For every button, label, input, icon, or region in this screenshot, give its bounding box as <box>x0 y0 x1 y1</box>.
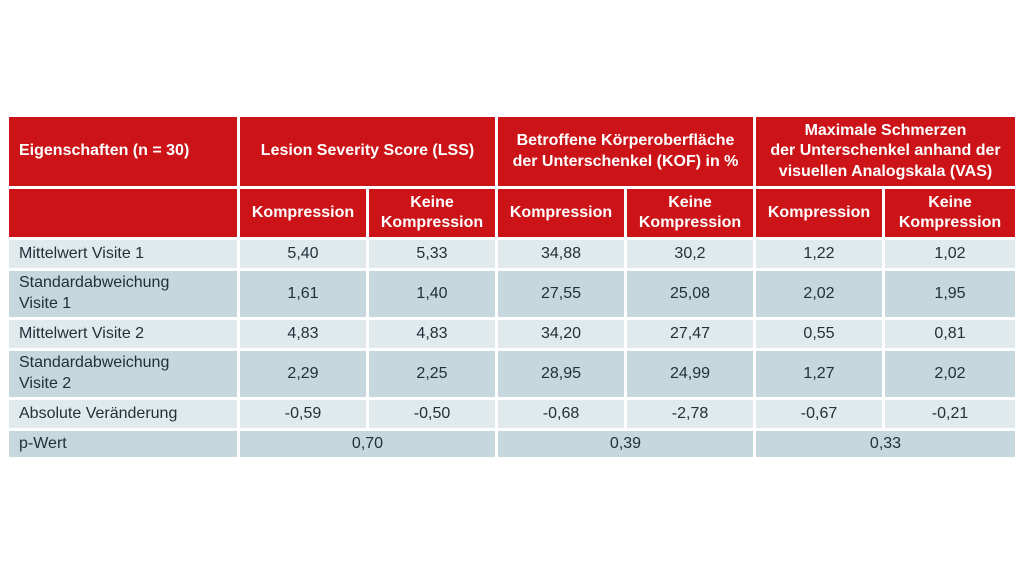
sub-header-kof-kompression: Kompression <box>498 189 624 237</box>
data-cell: -0,50 <box>369 400 495 428</box>
table-row-mittelwert-visite-1: Mittelwert Visite 1 5,40 5,33 34,88 30,2… <box>9 240 1015 268</box>
row-label: p-Wert <box>9 431 237 457</box>
sub-header-spacer <box>9 189 237 237</box>
sub-header-vas-keine-kompression: Keine Kompression <box>885 189 1015 237</box>
data-cell: 25,08 <box>627 271 753 317</box>
sub-header-lss-kompression: Kompression <box>240 189 366 237</box>
row-label: Standardabweichung Visite 1 <box>9 271 237 317</box>
sub-header-row: Kompression Keine Kompression Kompressio… <box>9 189 1015 237</box>
sub-header-kof-keine-kompression: Keine Kompression <box>627 189 753 237</box>
results-table-container: Eigenschaften (n = 30) Lesion Severity S… <box>6 114 1018 460</box>
table-row-p-wert: p-Wert 0,70 0,39 0,33 <box>9 431 1015 457</box>
data-cell: 28,95 <box>498 351 624 397</box>
group-header-lss: Lesion Severity Score (LSS) <box>240 117 495 186</box>
data-cell: 1,02 <box>885 240 1015 268</box>
data-cell: -2,78 <box>627 400 753 428</box>
data-cell: 0,55 <box>756 320 882 348</box>
data-cell: 2,25 <box>369 351 495 397</box>
p-wert-cell-vas: 0,33 <box>756 431 1015 457</box>
data-cell: 1,22 <box>756 240 882 268</box>
p-wert-cell-kof: 0,39 <box>498 431 753 457</box>
sub-header-vas-kompression: Kompression <box>756 189 882 237</box>
data-cell: -0,59 <box>240 400 366 428</box>
data-cell: 34,20 <box>498 320 624 348</box>
row-label: Absolute Veränderung <box>9 400 237 428</box>
row-label: Mittelwert Visite 2 <box>9 320 237 348</box>
data-cell: 30,2 <box>627 240 753 268</box>
data-cell: 2,29 <box>240 351 366 397</box>
data-cell: 5,40 <box>240 240 366 268</box>
data-cell: 1,27 <box>756 351 882 397</box>
data-cell: 2,02 <box>885 351 1015 397</box>
data-cell: 5,33 <box>369 240 495 268</box>
data-cell: 27,47 <box>627 320 753 348</box>
data-cell: 0,81 <box>885 320 1015 348</box>
table-row-standardabweichung-visite-1: Standardabweichung Visite 1 1,61 1,40 27… <box>9 271 1015 317</box>
group-header-row: Eigenschaften (n = 30) Lesion Severity S… <box>9 117 1015 186</box>
row-label: Mittelwert Visite 1 <box>9 240 237 268</box>
data-cell: 1,95 <box>885 271 1015 317</box>
row-label: Standardabweichung Visite 2 <box>9 351 237 397</box>
data-cell: -0,67 <box>756 400 882 428</box>
data-cell: 2,02 <box>756 271 882 317</box>
results-table: Eigenschaften (n = 30) Lesion Severity S… <box>6 114 1018 460</box>
data-cell: 4,83 <box>369 320 495 348</box>
sub-header-lss-keine-kompression: Keine Kompression <box>369 189 495 237</box>
table-row-absolute-veraenderung: Absolute Veränderung -0,59 -0,50 -0,68 -… <box>9 400 1015 428</box>
data-cell: 27,55 <box>498 271 624 317</box>
data-cell: -0,21 <box>885 400 1015 428</box>
data-cell: 1,40 <box>369 271 495 317</box>
data-cell: 34,88 <box>498 240 624 268</box>
p-wert-cell-lss: 0,70 <box>240 431 495 457</box>
data-cell: 4,83 <box>240 320 366 348</box>
data-cell: 24,99 <box>627 351 753 397</box>
table-row-mittelwert-visite-2: Mittelwert Visite 2 4,83 4,83 34,20 27,4… <box>9 320 1015 348</box>
group-header-kof: Betroffene Körperoberfläche der Untersch… <box>498 117 753 186</box>
data-cell: 1,61 <box>240 271 366 317</box>
table-row-standardabweichung-visite-2: Standardabweichung Visite 2 2,29 2,25 28… <box>9 351 1015 397</box>
col-header-eigenschaften: Eigenschaften (n = 30) <box>9 117 237 186</box>
group-header-vas: Maximale Schmerzen der Unterschenkel anh… <box>756 117 1015 186</box>
data-cell: -0,68 <box>498 400 624 428</box>
